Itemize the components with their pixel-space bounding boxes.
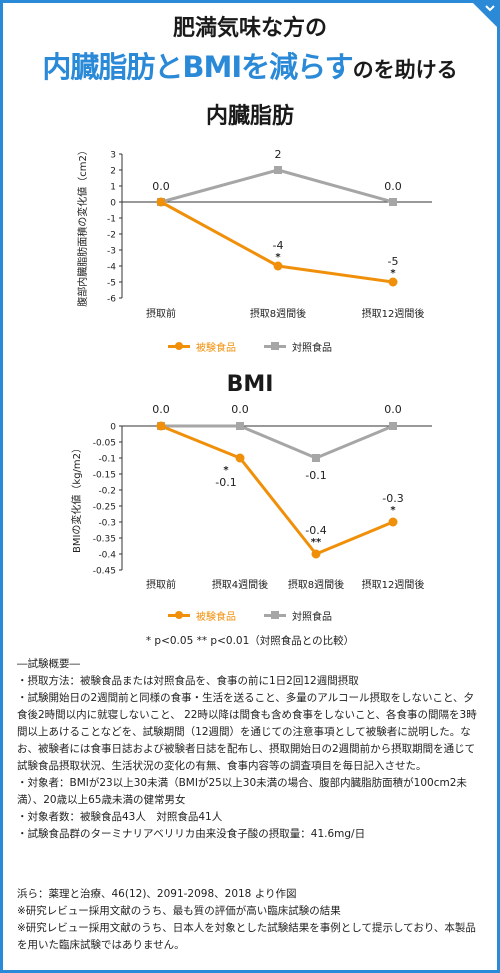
notes-item: ・対象者：BMIが23以上30未満（BMIが25以上30未満の場合、腹部内臓脂肪… xyxy=(17,777,467,806)
headline-emphasis: 内臓脂肪とBMIを減らす xyxy=(42,50,353,84)
legend-label-control: 対照食品 xyxy=(292,343,332,354)
legend-swatch-control xyxy=(264,342,286,350)
notes-heading: ―試験概要― xyxy=(17,658,80,670)
legend-item-control: 対照食品 xyxy=(264,608,332,623)
corner-tab xyxy=(470,0,500,30)
significance-note: * p<0.05 ** p<0.01（対照食品との比較） xyxy=(145,635,355,647)
legend-item-control: 対照食品 xyxy=(264,339,332,354)
legend-item-test: 被験食品 xyxy=(168,339,236,354)
legend-visceral-fat: 被験食品 対照食品 xyxy=(0,339,500,354)
reference-note: ※研究レビュー採用文献のうち、日本人を対象とした試験結果を事例として提示しており… xyxy=(17,922,476,951)
chart-title-visceral-fat: 内臓脂肪 xyxy=(205,104,294,129)
legend-swatch-test xyxy=(168,611,190,619)
reference-source: 浜ら：薬理と治療、46(12)、2091-2098、2018 より作図 xyxy=(17,888,297,900)
headline-line1: 肥満気味な方の xyxy=(172,16,327,41)
study-notes: ―試験概要― ・摂取方法：被験食品または対照食品を、食事の前に1日2回12週間摂… xyxy=(17,656,483,843)
chart-title-bmi: BMI xyxy=(226,372,274,397)
legend-label-test: 被験食品 xyxy=(196,612,236,623)
notes-item: ・摂取方法：被験食品または対照食品を、食事の前に1日2回12週間摂取 xyxy=(17,675,359,687)
legend-item-test: 被験食品 xyxy=(168,608,236,623)
notes-item: ・試験食品群のターミナリアベリリカ由来没食子酸の摂取量：41.6mg/日 xyxy=(17,828,366,840)
notes-item: ・試験開始日の2週間前と同様の食事・生活を送ること、多量のアルコール摂取をしない… xyxy=(17,692,477,772)
legend-swatch-test xyxy=(168,342,190,350)
references: 浜ら：薬理と治療、46(12)、2091-2098、2018 より作図 ※研究レ… xyxy=(17,886,483,954)
legend-label-test: 被験食品 xyxy=(196,343,236,354)
chevron-down-icon xyxy=(485,5,495,12)
legend-label-control: 対照食品 xyxy=(292,612,332,623)
legend-bmi: 被験食品 対照食品 xyxy=(0,608,500,623)
headline-line2: 内臓脂肪とBMIを減らすのを助ける xyxy=(0,44,500,86)
reference-note: ※研究レビュー採用文献のうち、最も質の評価が高い臨床試験の結果 xyxy=(17,905,341,917)
legend-swatch-control xyxy=(264,611,286,619)
notes-item: ・対象者数：被験食品43人 対照食品41人 xyxy=(17,811,223,823)
headline-tail: のを助ける xyxy=(352,58,458,82)
